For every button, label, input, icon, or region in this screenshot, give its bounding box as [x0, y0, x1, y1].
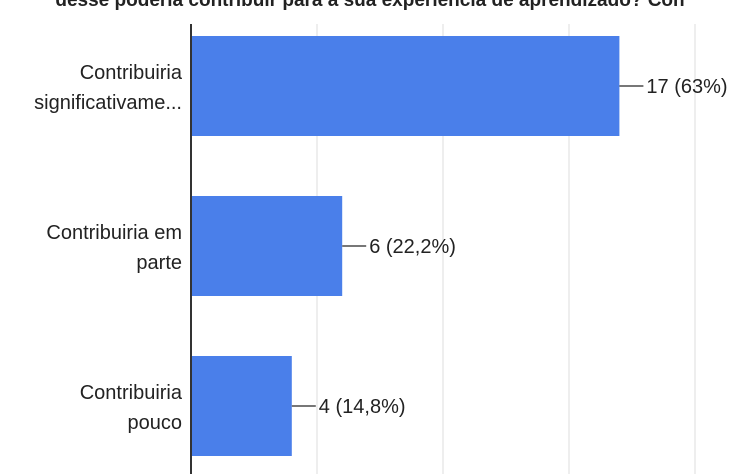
bar-1 [191, 36, 620, 136]
category-label: Contribuiria significativame... [34, 62, 183, 114]
bar-3 [191, 356, 292, 456]
bar-2 [191, 196, 343, 296]
data-label: 6 (22,2%) [369, 236, 456, 258]
data-label: 4 (14,8%) [319, 396, 406, 418]
bars: 17 (63%) Contribuiria significativame... 6 … [34, 36, 728, 456]
category-label: Contribuiria pouco [80, 382, 183, 434]
category-label: Contribuiria em parte [46, 222, 182, 274]
chart-title: desse poderia contribuir para a sua expe… [55, 0, 684, 11]
data-label: 17 (63%) [646, 76, 727, 98]
